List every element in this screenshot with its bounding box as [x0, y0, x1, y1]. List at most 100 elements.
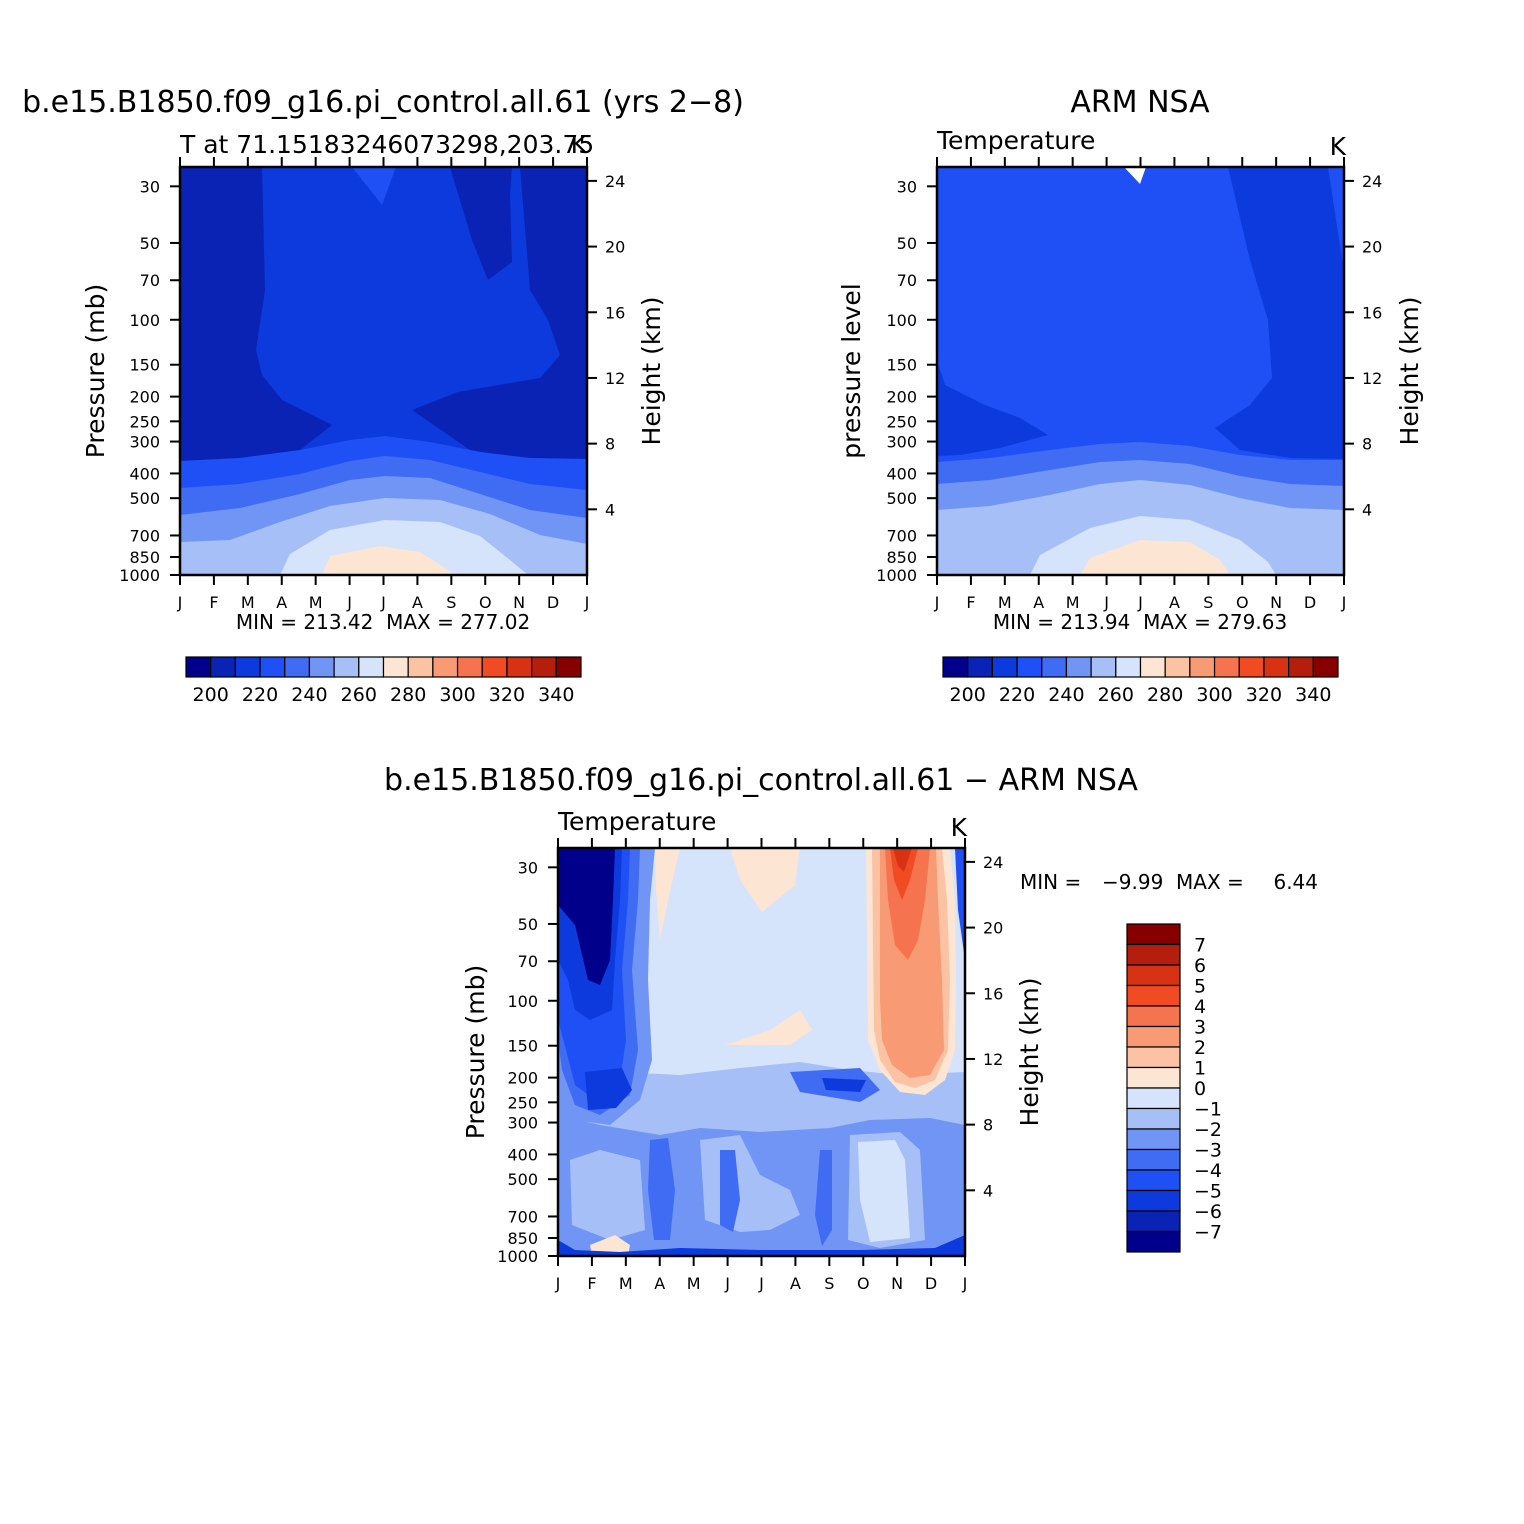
panel-model-axes: J F M A M J J A S O N D J 30 50 70 100 150 200 250 300 400 500… — [119, 157, 625, 612]
contour-band-210-nov — [450, 167, 512, 280]
x-tick-label: J — [758, 1274, 764, 1293]
colorbar-swatch — [1126, 1005, 1181, 1028]
colorbar-label: 220 — [242, 684, 278, 706]
panel-obs-ylabel: pressure level — [837, 283, 866, 458]
colorbar-swatch — [456, 656, 483, 678]
y-right-tick-label: 16 — [983, 984, 1003, 1003]
panel-obs-left-string: Temperature — [936, 126, 1095, 155]
colorbar-swatch — [555, 656, 582, 678]
panel-obs-axes: J F M A M J J A S O N D J 30 50 70 100 150 200 250 300 400 500… — [876, 157, 1382, 612]
x-tick-label: M — [998, 593, 1012, 612]
y-tick-label: 200 — [886, 388, 917, 407]
colorbar-swatch — [308, 656, 335, 678]
x-tick-label: M — [309, 593, 323, 612]
y-tick-label: 30 — [140, 177, 160, 196]
colorbar-swatch — [1126, 1128, 1181, 1151]
colorbar-swatch — [1189, 656, 1216, 678]
x-tick-label: J — [555, 1274, 561, 1293]
y-tick-label: 250 — [507, 1093, 538, 1112]
y-tick-label: 70 — [140, 271, 160, 290]
y-tick-label: 150 — [507, 1037, 538, 1056]
y-right-tick-label: 12 — [605, 369, 625, 388]
y-right-tick-label: 4 — [1362, 500, 1372, 519]
colorbar-swatch — [358, 656, 385, 678]
colorbar-swatch — [1115, 656, 1142, 678]
diff-band-200mb-cold-sep-core — [822, 1078, 866, 1092]
x-tick-label: D — [547, 593, 559, 612]
y-tick-label: 700 — [129, 526, 160, 545]
contour-band-220-right — [1215, 167, 1344, 459]
x-tick-label: O — [857, 1274, 870, 1293]
x-tick-label: J — [177, 593, 183, 612]
y-right-tick-label: 24 — [605, 172, 625, 191]
x-tick-label: N — [891, 1274, 903, 1293]
colorbar-label: 3 — [1194, 1017, 1206, 1039]
colorbar-label: 260 — [341, 684, 377, 706]
diff-band-near-zero-pocket — [858, 1140, 910, 1242]
contour-band-220-left — [937, 360, 1048, 456]
contour-band-280 — [1080, 540, 1230, 575]
y-tick-label: 150 — [886, 356, 917, 375]
y-tick-label: 850 — [507, 1229, 538, 1248]
panel-model: b.e15.B1850.f09_g16.pi_control.all.61 (y… — [22, 85, 744, 706]
contour-band-210-stratosphere — [180, 167, 332, 461]
diff-band-neg3-to-neg4-a — [648, 1138, 675, 1240]
x-tick-label: A — [1169, 593, 1180, 612]
colorbar-swatch — [1312, 656, 1339, 678]
colorbar-swatch — [1126, 1066, 1181, 1089]
x-tick-label: S — [824, 1274, 834, 1293]
panel-obs: ARM NSA Temperature K J F M A M J J A S O N D J 30 50 7… — [837, 85, 1424, 706]
y-right-tick-label: 24 — [983, 853, 1003, 872]
x-tick-label: J — [1341, 593, 1347, 612]
diff-band-dec-cold — [955, 848, 965, 960]
diff-band-surface-cold — [558, 1235, 965, 1256]
colorbar-label: 6 — [1194, 955, 1206, 977]
colorbar-swatch — [1065, 656, 1092, 678]
x-tick-label: N — [513, 593, 525, 612]
panel-obs-field — [937, 167, 1344, 575]
panel-diff-max-value: 6.44 — [1273, 870, 1318, 894]
panel-diff-max-label: MAX = — [1176, 870, 1244, 894]
colorbar-swatch — [1126, 1148, 1181, 1171]
colorbar-swatch — [1238, 656, 1265, 678]
y-right-tick-label: 4 — [983, 1181, 993, 1200]
y-right-tick-label: 16 — [605, 303, 625, 322]
colorbar-swatch — [185, 656, 212, 678]
colorbar-swatch — [407, 656, 434, 678]
colorbar-label: 300 — [1196, 684, 1232, 706]
y-right-tick-label: 8 — [605, 435, 615, 454]
x-tick-label: N — [1270, 593, 1282, 612]
colorbar-swatch — [991, 656, 1018, 678]
y-right-tick-label: 20 — [605, 238, 625, 257]
diff-band-neg3-to-neg4-b — [720, 1150, 740, 1232]
x-tick-label: A — [412, 593, 423, 612]
y-right-tick-label: 8 — [1362, 435, 1372, 454]
diff-band-may-warm — [725, 1010, 812, 1045]
x-tick-label: M — [619, 1274, 633, 1293]
y-tick-label: 300 — [507, 1114, 538, 1133]
x-tick-label: A — [654, 1274, 665, 1293]
y-tick-label: 100 — [886, 311, 917, 330]
colorbar-label: 260 — [1098, 684, 1134, 706]
x-tick-label: M — [241, 593, 255, 612]
contour-band-280 — [322, 546, 455, 575]
panel-diff: b.e15.B1850.f09_g16.pi_control.all.61 − … — [384, 763, 1318, 1293]
y-right-tick-label: 8 — [983, 1116, 993, 1135]
colorbar-swatch — [1126, 1189, 1181, 1212]
colorbar-label: −1 — [1194, 1099, 1222, 1121]
colorbar-label: 5 — [1194, 976, 1206, 998]
y-tick-label: 850 — [129, 548, 160, 567]
panel-obs-colorbar: 200 220 240 260 280 300 320 340 — [942, 656, 1339, 706]
colorbar-swatch — [942, 656, 969, 678]
panel-model-stats: MIN = 213.42 MAX = 277.02 — [236, 610, 530, 634]
x-tick-label: O — [479, 593, 492, 612]
colorbar-label: 340 — [538, 684, 574, 706]
x-tick-label: A — [1033, 593, 1044, 612]
x-tick-label: D — [1304, 593, 1316, 612]
y-right-tick-label: 20 — [1362, 238, 1382, 257]
colorbar-label: 200 — [950, 684, 986, 706]
colorbar-label: −5 — [1194, 1181, 1222, 1203]
panel-model-units: K — [571, 130, 588, 159]
x-tick-label: J — [1103, 593, 1109, 612]
colorbar-label: 320 — [489, 684, 525, 706]
